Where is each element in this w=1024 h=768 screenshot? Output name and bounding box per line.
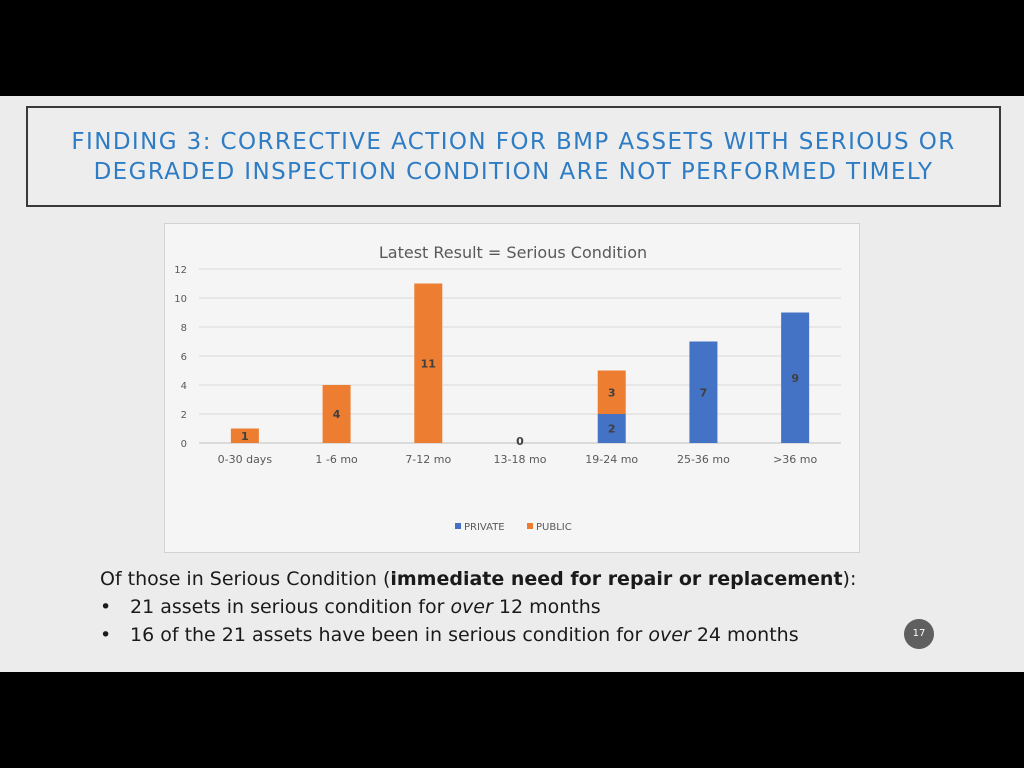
- data-label: 2: [608, 423, 616, 436]
- y-tick-label: 0: [181, 439, 187, 450]
- legend-swatch-public: [527, 523, 533, 529]
- x-tick-label: 25-36 mo: [677, 453, 730, 466]
- bar-public: [230, 428, 259, 443]
- summary-bullet-2: 16 of the 21 assets have been in serious…: [100, 624, 900, 646]
- data-label: 1: [241, 430, 249, 443]
- summary: Of those in Serious Condition (immediate…: [100, 568, 900, 652]
- bar-private: [689, 341, 718, 443]
- y-tick-label: 12: [174, 265, 187, 276]
- summary-lead-pre: Of those in Serious Condition (: [100, 568, 391, 590]
- bullet-1-pre: 21 assets in serious condition for: [130, 596, 451, 618]
- summary-bullet-1: 21 assets in serious condition for over …: [100, 596, 900, 618]
- page-number-badge: 17: [904, 619, 934, 649]
- slide-title-line-1: FINDING 3: CORRECTIVE ACTION FOR BMP ASS…: [71, 128, 956, 155]
- summary-bullets: 21 assets in serious condition for over …: [100, 596, 900, 646]
- y-tick-label: 4: [181, 381, 187, 392]
- y-tick-label: 2: [181, 410, 187, 421]
- x-tick-label: 0-30 days: [218, 453, 273, 466]
- slide-title-line-2: DEGRADED INSPECTION CONDITION ARE NOT PE…: [93, 158, 934, 185]
- data-label: 0: [516, 435, 524, 448]
- x-tick-label: 19-24 mo: [585, 453, 638, 466]
- y-tick-label: 6: [181, 352, 187, 363]
- x-tick-label: 13-18 mo: [494, 453, 547, 466]
- legend-label-public: PUBLIC: [536, 522, 572, 533]
- data-label: 3: [608, 386, 616, 399]
- bar-private: [781, 312, 810, 443]
- legend-swatch-private: [455, 523, 461, 529]
- data-label: 11: [421, 357, 436, 370]
- legend-label-private: PRIVATE: [464, 522, 505, 533]
- slide-title-box: FINDING 3: CORRECTIVE ACTION FOR BMP ASS…: [26, 106, 1001, 207]
- summary-lead-post: ):: [842, 568, 857, 590]
- bullet-1-post: 12 months: [492, 596, 601, 618]
- summary-lead: Of those in Serious Condition (immediate…: [100, 568, 900, 590]
- data-label: 7: [700, 386, 708, 399]
- bullet-2-post: 24 months: [690, 624, 799, 646]
- chart-title: Latest Result = Serious Condition: [379, 243, 647, 262]
- data-label: 9: [791, 372, 799, 385]
- chart-container: Latest Result = Serious Condition 0 2 4 6 8 10…: [164, 223, 860, 553]
- bar-public: [414, 283, 443, 443]
- bullet-1-em: over: [450, 596, 493, 618]
- bar-private: [597, 414, 626, 443]
- x-tick-label: 7-12 mo: [405, 453, 451, 466]
- bullet-2-pre: 16 of the 21 assets have been in serious…: [130, 624, 649, 646]
- summary-lead-bold: immediate need for repair or replacement: [390, 568, 843, 590]
- x-tick-label: >36 mo: [773, 453, 817, 466]
- slide: FINDING 3: CORRECTIVE ACTION FOR BMP ASS…: [0, 96, 1024, 672]
- bullet-2-em: over: [648, 624, 691, 646]
- y-tick-label: 8: [181, 323, 187, 334]
- bar-public: [322, 385, 351, 443]
- data-label: 4: [333, 408, 341, 421]
- y-tick-label: 10: [174, 294, 187, 305]
- x-tick-label: 1 -6 mo: [315, 453, 358, 466]
- bar-public: [597, 370, 626, 414]
- bar-chart: Latest Result = Serious Condition0246810…: [174, 243, 841, 533]
